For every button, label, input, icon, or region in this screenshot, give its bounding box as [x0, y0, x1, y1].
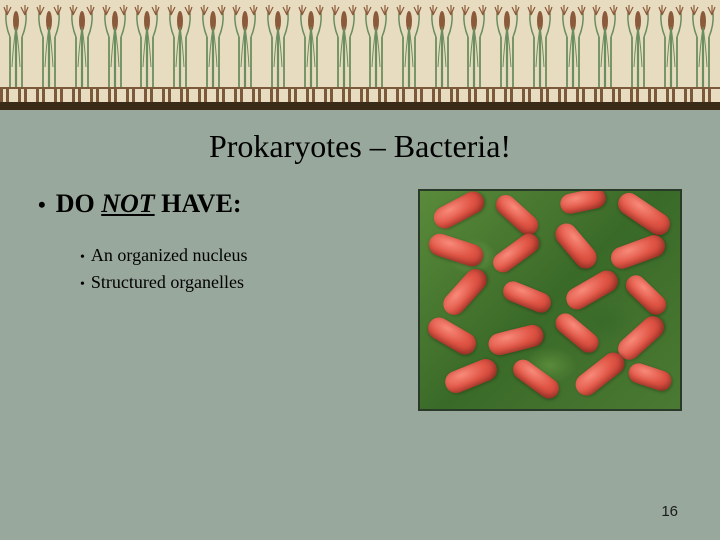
sub-bullet-text: Structured organelles	[91, 272, 244, 293]
sub-bullet-text: An organized nucleus	[91, 245, 248, 266]
main-bullet: • DO NOT HAVE:	[38, 189, 400, 219]
sub-bullet: • Structured organelles	[80, 272, 400, 293]
main-bullet-suffix: HAVE:	[155, 189, 242, 218]
slide-title: Prokaryotes – Bacteria!	[38, 128, 682, 165]
border-dark-band	[0, 102, 720, 110]
main-bullet-text: DO NOT HAVE:	[56, 189, 242, 219]
sub-bullet: • An organized nucleus	[80, 245, 400, 266]
page-number: 16	[661, 503, 678, 520]
bullet-dot-icon: •	[38, 194, 46, 216]
decorative-border-top	[0, 0, 720, 110]
text-column: • DO NOT HAVE: • An organized nucleus • …	[38, 189, 400, 299]
sub-bullet-list: • An organized nucleus • Structured orga…	[80, 245, 400, 293]
slide-content: Prokaryotes – Bacteria! • DO NOT HAVE: •…	[0, 110, 720, 540]
bacteria-image	[418, 189, 682, 411]
body-row: • DO NOT HAVE: • An organized nucleus • …	[38, 189, 682, 411]
slide: Prokaryotes – Bacteria! • DO NOT HAVE: •…	[0, 0, 720, 540]
main-bullet-emphasis: NOT	[101, 189, 154, 218]
bullet-dot-icon: •	[80, 250, 85, 266]
main-bullet-prefix: DO	[56, 189, 102, 218]
bullet-dot-icon: •	[80, 277, 85, 293]
